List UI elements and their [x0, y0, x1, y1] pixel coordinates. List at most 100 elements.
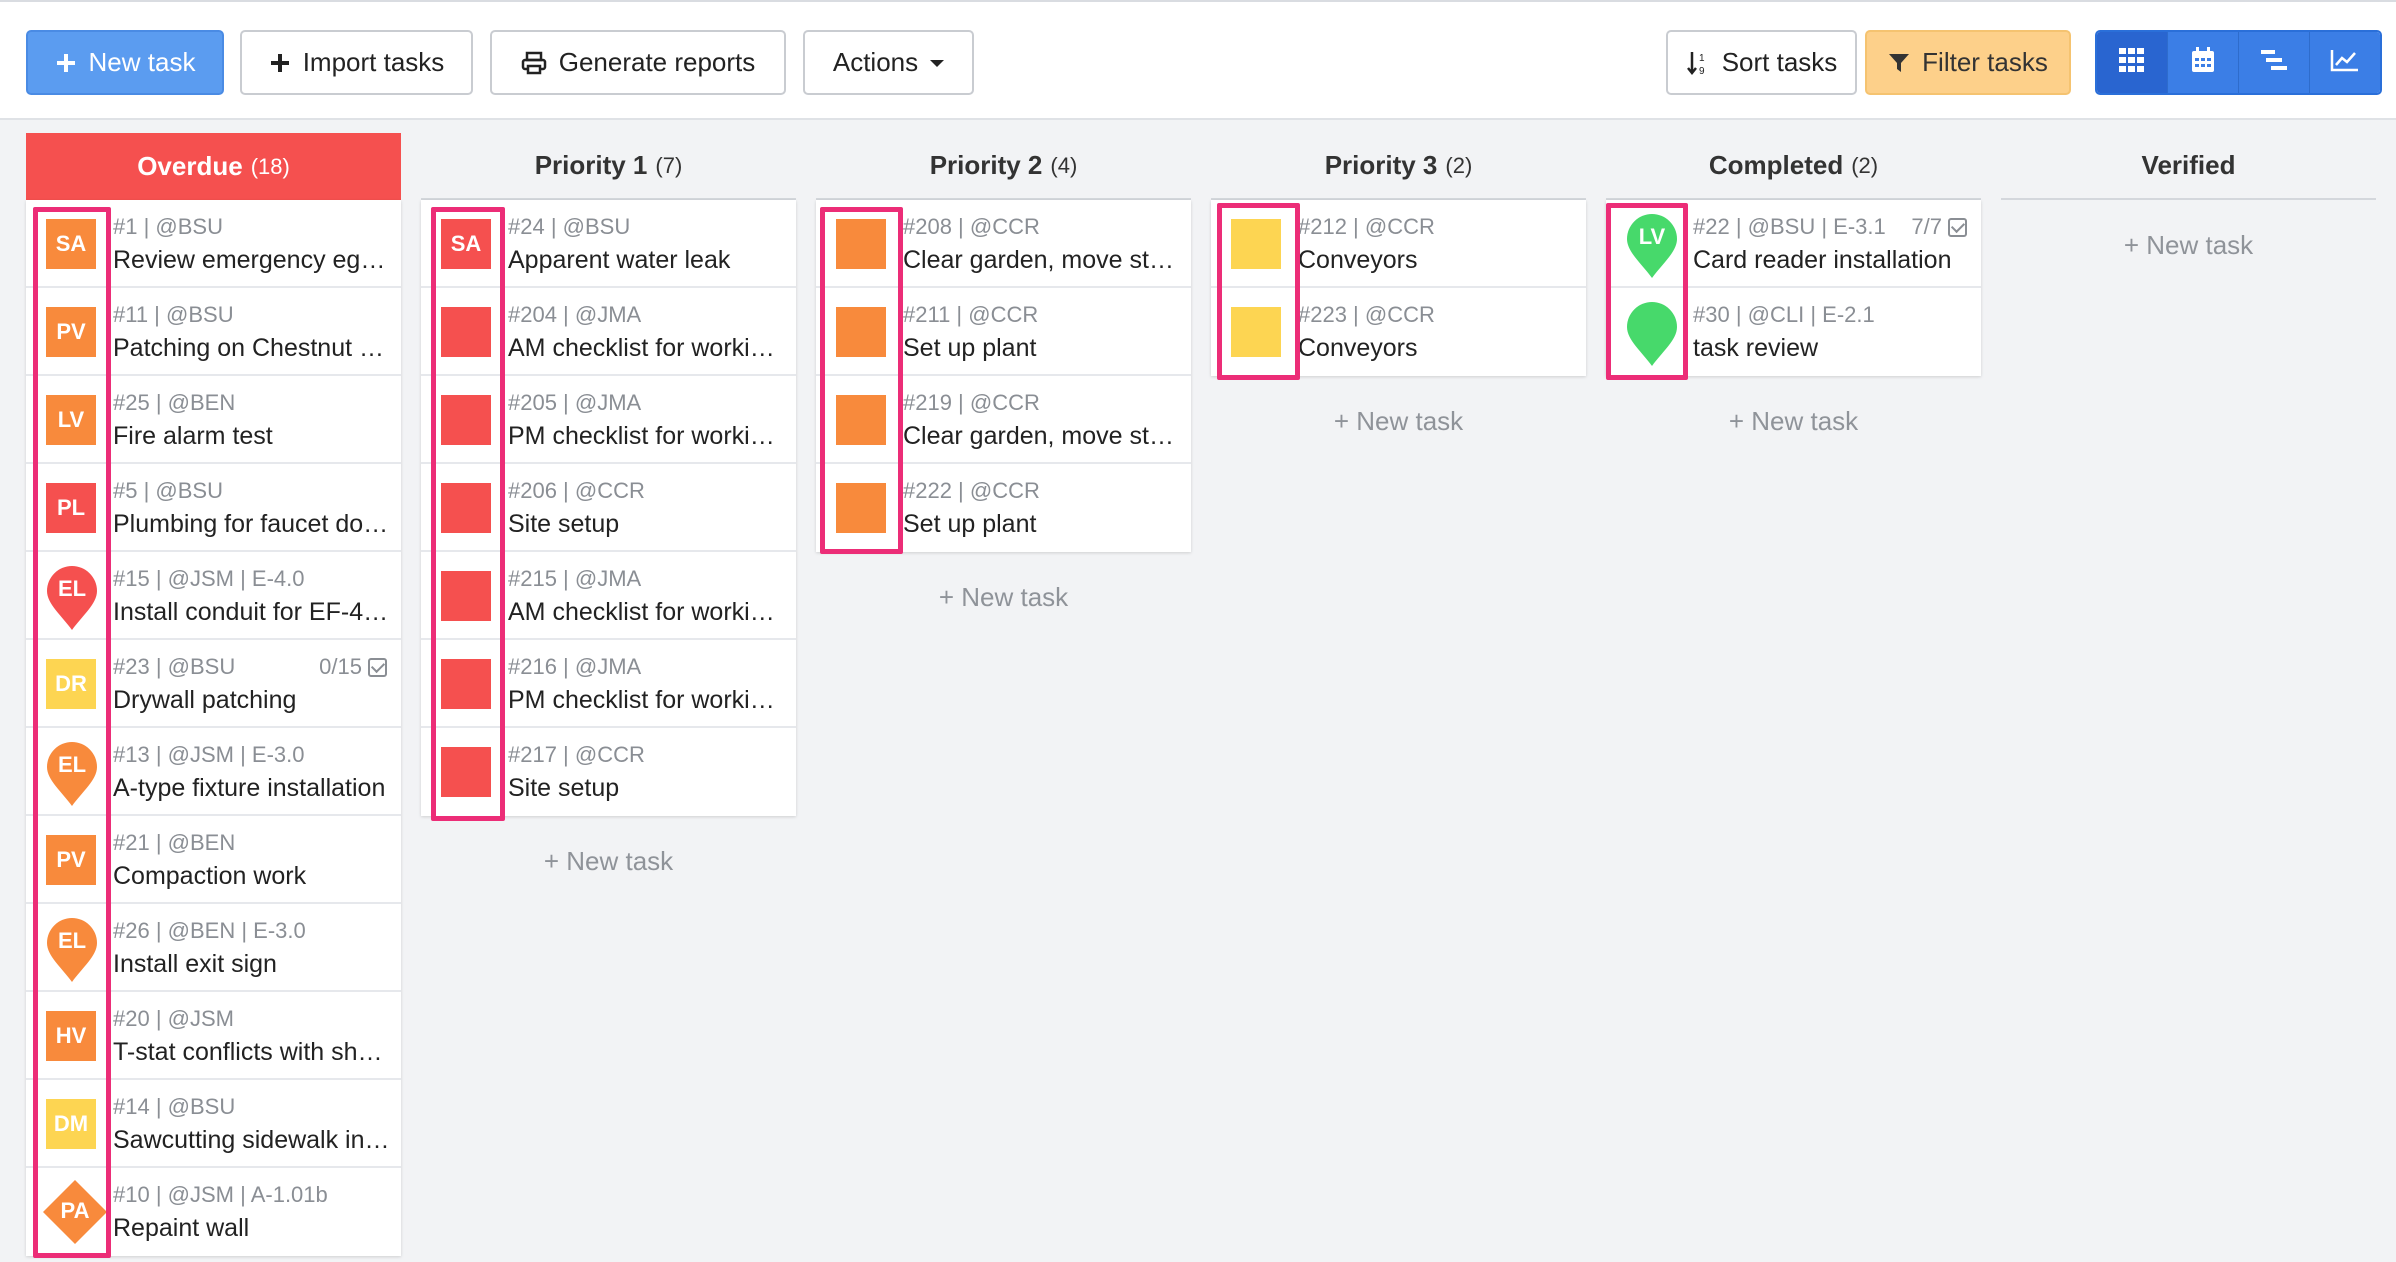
column-header: Verified	[2001, 133, 2376, 200]
generate-reports-button-label: Generate reports	[558, 47, 756, 77]
plus-icon	[55, 52, 77, 74]
task-card[interactable]: #208 | @CCR Clear garden, move ston…	[816, 200, 1191, 288]
category-badge	[441, 747, 491, 797]
task-card[interactable]: PV #11 | @BSU Patching on Chestnut St…	[26, 288, 401, 376]
task-title: Repaint wall	[113, 1214, 250, 1242]
task-meta: #15 | @JSM | E-4.0	[113, 566, 305, 591]
task-meta: #206 | @CCR	[508, 478, 645, 503]
line-chart-icon	[2330, 48, 2360, 77]
task-meta: #23 | @BSU	[113, 654, 236, 679]
task-card[interactable]: #212 | @CCR Conveyors	[1211, 200, 1586, 288]
task-title: AM checklist for workin…	[508, 334, 786, 362]
task-card[interactable]: SA #24 | @BSU Apparent water leak	[421, 200, 796, 288]
category-badge	[836, 395, 886, 445]
task-card[interactable]: DM #14 | @BSU Sawcutting sidewalk in …	[26, 1080, 401, 1168]
task-card[interactable]: PL #5 | @BSU Plumbing for faucet doe…	[26, 464, 401, 552]
task-card[interactable]: #217 | @CCR Site setup	[421, 728, 796, 816]
column-completed: Completed (2) LV #22 | @BSU | E-3.1 Card rea…	[1606, 133, 1981, 437]
task-card[interactable]: EL #26 | @BEN | E-3.0 Install exit sign	[26, 904, 401, 992]
task-meta: #215 | @JMA	[508, 566, 642, 591]
task-title: Sawcutting sidewalk in …	[113, 1126, 391, 1154]
task-card[interactable]: LV #22 | @BSU | E-3.1 Card reader installa…	[1606, 200, 1981, 288]
category-badge: SA	[46, 219, 96, 269]
generate-reports-button[interactable]: Generate reports	[490, 30, 786, 95]
column-title: Priority 1	[534, 150, 648, 180]
task-card[interactable]: #215 | @JMA AM checklist for workin…	[421, 552, 796, 640]
task-card[interactable]: #30 | @CLI | E-2.1 task review	[1606, 288, 1981, 376]
task-card[interactable]: #206 | @CCR Site setup	[421, 464, 796, 552]
svg-text:9: 9	[1699, 66, 1705, 76]
category-badge	[441, 307, 491, 357]
task-title: Clear garden, move ston…	[903, 422, 1181, 450]
task-card[interactable]: #223 | @CCR Conveyors	[1211, 288, 1586, 376]
import-tasks-button[interactable]: Import tasks	[240, 30, 473, 95]
column-title: Priority 3	[1324, 150, 1438, 180]
card-list: #212 | @CCR Conveyors #223 | @CCR Conveyors	[1211, 200, 1586, 376]
task-card[interactable]: #219 | @CCR Clear garden, move ston…	[816, 376, 1191, 464]
map-pin-badge	[1624, 300, 1680, 368]
filter-tasks-button[interactable]: Filter tasks	[1865, 30, 2071, 95]
task-meta: #26 | @BEN | E-3.0	[113, 918, 306, 943]
column-header: Priority 1 (7)	[421, 133, 796, 200]
task-meta: #217 | @CCR	[508, 742, 645, 767]
task-meta: #216 | @JMA	[508, 654, 642, 679]
category-badge-label: DR	[55, 671, 87, 696]
svg-text:1: 1	[1699, 53, 1705, 64]
new-task-link[interactable]: + New task	[2123, 230, 2254, 260]
task-meta: #25 | @BEN	[113, 390, 236, 415]
column-priority-3: Priority 3 (2) #212 | @CCR Conveyors #223 | …	[1211, 133, 1586, 437]
new-task-button[interactable]: New task	[26, 30, 224, 95]
category-badge	[1231, 219, 1281, 269]
checklist-progress: 7/7	[1911, 214, 1967, 240]
task-card[interactable]: #205 | @JMA PM checklist for workin…	[421, 376, 796, 464]
filter-tasks-button-label: Filter tasks	[1922, 47, 2048, 77]
category-badge: HV	[46, 1011, 96, 1061]
column-title: Overdue	[137, 151, 243, 181]
task-card[interactable]: EL #15 | @JSM | E-4.0 Install conduit for …	[26, 552, 401, 640]
map-pin-label: EL	[57, 576, 87, 601]
task-meta: #14 | @BSU	[113, 1094, 236, 1119]
task-title: AM checklist for workin…	[508, 598, 786, 626]
new-task-link[interactable]: + New task	[938, 582, 1069, 612]
new-task-link[interactable]: + New task	[1728, 406, 1859, 436]
checkbox-icon	[368, 657, 387, 677]
category-badge: LV	[46, 395, 96, 445]
task-card[interactable]: PV #21 | @BEN Compaction work	[26, 816, 401, 904]
category-badge-label: SA	[450, 231, 482, 256]
task-title: Clear garden, move ston…	[903, 246, 1181, 274]
task-meta: #212 | @CCR	[1298, 214, 1435, 239]
task-meta: #30 | @CLI | E-2.1	[1693, 302, 1875, 327]
printer-icon	[521, 51, 547, 75]
task-card[interactable]: #216 | @JMA PM checklist for workin…	[421, 640, 796, 728]
task-meta: #222 | @CCR	[903, 478, 1040, 503]
category-badge	[836, 219, 886, 269]
task-card[interactable]: #222 | @CCR Set up plant	[816, 464, 1191, 552]
task-meta: #11 | @BSU	[113, 302, 234, 327]
task-title: Install exit sign	[113, 950, 277, 978]
task-card[interactable]: #211 | @CCR Set up plant	[816, 288, 1191, 376]
chart-view-button[interactable]	[2310, 32, 2380, 93]
task-card[interactable]: #204 | @JMA AM checklist for workin…	[421, 288, 796, 376]
task-title: Patching on Chestnut St…	[113, 334, 391, 362]
actions-dropdown[interactable]: Actions	[803, 30, 974, 95]
gantt-view-button[interactable]	[2239, 32, 2310, 93]
task-card[interactable]: DR #23 | @BSU Drywall patching 0/15	[26, 640, 401, 728]
task-card[interactable]: LV #25 | @BEN Fire alarm test	[26, 376, 401, 464]
task-card[interactable]: EL #13 | @JSM | E-3.0 A-type fixture insta…	[26, 728, 401, 816]
calendar-view-button[interactable]	[2168, 32, 2239, 93]
category-badge: PL	[46, 483, 96, 533]
task-card[interactable]: SA #1 | @BSU Review emergency egre…	[26, 200, 401, 288]
board-view-button[interactable]	[2097, 32, 2168, 93]
new-task-link[interactable]: + New task	[543, 846, 674, 876]
column-header: Priority 3 (2)	[1211, 133, 1586, 200]
column-count: (2)	[1851, 152, 1879, 178]
column-verified: Verified + New task	[2001, 133, 2376, 261]
task-card[interactable]: HV #20 | @JSM T-stat conflicts with shel…	[26, 992, 401, 1080]
task-card[interactable]: PA #10 | @JSM | A-1.01b Repaint wall	[26, 1168, 401, 1256]
new-task-link[interactable]: + New task	[1333, 406, 1464, 436]
category-badge: DM	[46, 1099, 96, 1149]
column-count: (4)	[1050, 152, 1078, 178]
column-overdue: Overdue (18) SA #1 | @BSU Review emergency e…	[26, 133, 401, 1256]
